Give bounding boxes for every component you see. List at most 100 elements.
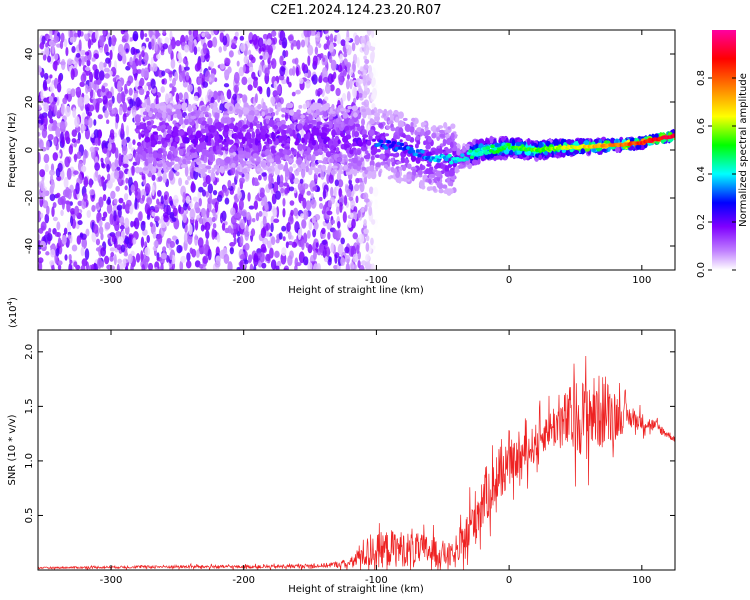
band-cell: [360, 118, 366, 126]
noise-cell: [270, 259, 277, 270]
noise-cell: [283, 267, 288, 270]
noise-cell: [51, 264, 55, 270]
noise-cell: [68, 253, 72, 261]
band-cell: [430, 126, 434, 131]
noise-cell: [316, 186, 321, 192]
band-cell: [268, 139, 273, 145]
noise-cell: [335, 87, 341, 97]
band-cell: [261, 111, 266, 117]
band-cell: [388, 153, 396, 157]
band-cell: [311, 129, 318, 136]
band-cell: [156, 112, 163, 119]
noise-cell: [184, 165, 189, 177]
noise-cell: [98, 226, 104, 235]
band-cell: [420, 128, 425, 136]
band-cell: [407, 163, 412, 170]
band-cell: [321, 164, 327, 171]
band-cell: [432, 185, 437, 192]
noise-cell: [171, 235, 178, 241]
spectrogram-cells: [38, 30, 675, 270]
band-cell: [189, 148, 196, 153]
band-cell: [166, 104, 172, 108]
noise-cell: [179, 260, 184, 270]
noise-cell: [265, 222, 271, 231]
noise-cell: [258, 210, 263, 217]
noise-cell: [177, 51, 182, 60]
noise-cell: [148, 30, 153, 38]
noise-cell: [200, 224, 205, 232]
noise-cell: [44, 163, 49, 173]
band-cell: [383, 164, 389, 169]
noise-cell: [70, 68, 75, 81]
noise-cell: [64, 254, 68, 261]
noise-cell: [93, 80, 99, 85]
band-cell: [342, 112, 349, 119]
band-cell: [264, 149, 271, 155]
noise-cell: [135, 97, 141, 108]
noise-cell: [287, 35, 294, 42]
band-cell: [335, 146, 340, 153]
noise-cell: [94, 30, 99, 40]
noise-cell: [212, 222, 217, 229]
band-cell: [578, 137, 584, 146]
noise-cell: [69, 259, 73, 264]
band-cell: [178, 148, 184, 156]
noise-cell: [104, 73, 110, 79]
noise-cell: [64, 156, 71, 168]
band-cell: [431, 132, 437, 139]
noise-cell: [153, 240, 159, 248]
noise-cell: [293, 177, 300, 185]
band-cell: [434, 148, 440, 156]
band-cell: [443, 122, 448, 129]
noise-cell: [364, 260, 371, 270]
noise-cell: [352, 97, 357, 104]
band-cell: [255, 161, 260, 165]
band-cell: [249, 138, 255, 142]
x-tick-label: -200: [232, 275, 255, 286]
band-cell: [282, 150, 288, 155]
noise-cell: [205, 190, 209, 198]
noise-cell: [84, 118, 89, 125]
noise-cell: [157, 175, 163, 182]
band-cell: [332, 119, 337, 124]
noise-cell: [53, 136, 58, 146]
noise-cell: [68, 263, 73, 270]
noise-cell: [295, 89, 301, 95]
band-cell: [336, 129, 341, 136]
noise-cell: [117, 170, 124, 179]
noise-cell: [151, 184, 155, 197]
band-cell: [387, 176, 392, 180]
noise-cell: [175, 171, 180, 177]
noise-cell: [290, 209, 294, 216]
noise-cell: [132, 237, 137, 245]
noise-cell: [309, 30, 316, 36]
band-cell: [228, 123, 235, 130]
noise-cell: [346, 188, 352, 198]
noise-cell: [276, 85, 282, 95]
noise-cell: [263, 238, 268, 245]
band-cell: [362, 134, 369, 138]
band-cell: [245, 161, 253, 165]
noise-cell: [163, 214, 169, 223]
noise-cell: [361, 101, 367, 106]
band-cell: [175, 108, 181, 115]
noise-cell: [110, 141, 116, 154]
band-cell: [213, 164, 219, 170]
noise-cell: [88, 104, 95, 112]
noise-cell: [369, 51, 375, 61]
noise-cell: [49, 82, 54, 93]
band-cell: [417, 169, 423, 176]
noise-cell: [146, 214, 151, 220]
noise-cell: [352, 232, 359, 240]
noise-cell: [284, 187, 289, 195]
band-cell: [280, 107, 287, 113]
ridge-cell: [460, 153, 465, 157]
band-cell: [368, 129, 375, 137]
noise-cell: [124, 266, 129, 270]
noise-cell: [299, 196, 304, 202]
noise-cell: [124, 185, 128, 191]
noise-cell: [363, 228, 369, 235]
noise-cell: [282, 60, 287, 66]
noise-cell: [116, 204, 123, 211]
noise-cell: [60, 209, 64, 216]
